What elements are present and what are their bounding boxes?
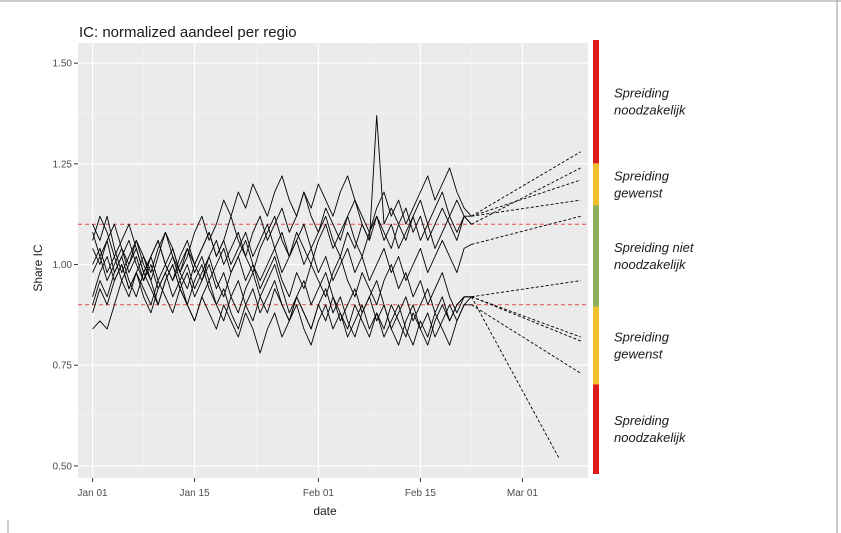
y-tick-label: 0.75 <box>53 361 73 372</box>
zone-label-line2: gewenst <box>614 347 664 362</box>
projection-line <box>471 296 581 338</box>
panel-background <box>78 43 588 478</box>
series-line <box>92 247 472 314</box>
y-tick-label: 1.50 <box>53 59 73 70</box>
plot-panel <box>78 43 588 478</box>
zone-color-bar <box>593 205 599 307</box>
projection-line <box>471 167 581 225</box>
y-tick-label: 0.50 <box>53 461 73 472</box>
x-tick-label: Feb 01 <box>303 488 335 499</box>
zone-color-bar <box>593 306 599 385</box>
series-line <box>92 239 472 282</box>
x-axis: Jan 01 Jan 15 Feb 01 Feb 15 Mar 01 <box>78 478 539 499</box>
x-tick-label: Jan 01 <box>78 488 108 499</box>
y-axis-label: Share IC <box>31 244 45 292</box>
zone-color-bar <box>593 384 599 474</box>
series-line <box>92 167 472 282</box>
y-tick-label: 1.00 <box>53 260 73 271</box>
series-line <box>92 199 472 282</box>
zone-label-line1: Spreiding <box>614 330 670 345</box>
zone-color-bar <box>593 163 599 206</box>
series-line <box>92 256 472 346</box>
zone-label-line1: Spreiding <box>614 86 670 101</box>
zone-label-line1: Spreiding <box>614 168 670 183</box>
x-tick-label: Mar 01 <box>507 488 539 499</box>
spreading-zones: Spreiding noodzakelijk Spreiding gewenst Spr… <box>593 40 695 474</box>
zone-label-line1: Spreiding <box>614 413 670 428</box>
projection-line <box>471 215 581 245</box>
chart-title: IC: normalized aandeel per regio <box>79 24 297 41</box>
zone-label-line2: noodzakelijk <box>614 103 687 118</box>
zone-label-line2: noodzakelijk <box>614 430 687 445</box>
projection-line <box>471 199 581 217</box>
zone-label-line2: gewenst <box>614 185 664 200</box>
projection-line <box>471 280 581 298</box>
x-tick-label: Jan 15 <box>180 488 210 499</box>
zone-color-bar <box>593 40 599 164</box>
projection-line <box>471 304 581 374</box>
x-tick-label: Feb 15 <box>405 488 437 499</box>
zone-label-line1: Spreiding niet <box>614 240 695 255</box>
projection-line <box>471 151 581 217</box>
series-line <box>92 272 472 354</box>
y-axis: 0.50 0.75 1.00 1.25 1.50 <box>53 59 78 472</box>
series-line <box>92 207 472 290</box>
projection-line <box>471 296 560 459</box>
y-tick-label: 1.25 <box>53 159 73 170</box>
projection-line <box>471 179 581 217</box>
zone-label-line2: noodzakelijk <box>614 257 687 272</box>
x-axis-label: date <box>313 504 337 518</box>
